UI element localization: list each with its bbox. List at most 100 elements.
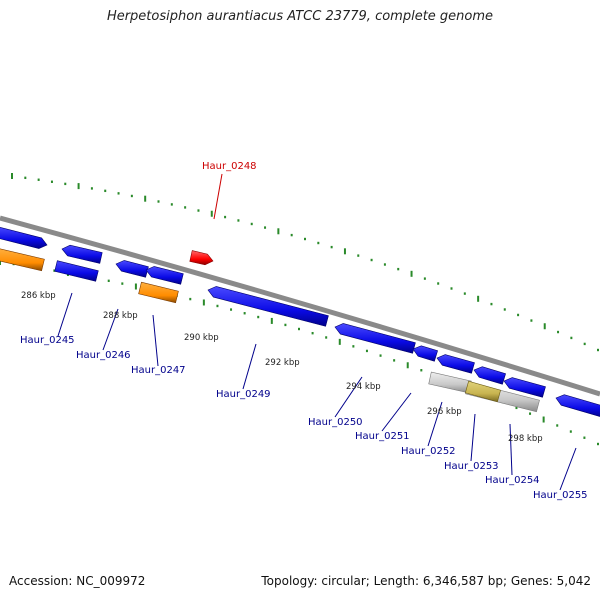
leader-line bbox=[381, 392, 412, 432]
outer-tick bbox=[583, 342, 586, 346]
outer-tick bbox=[264, 226, 267, 229]
inner-tick bbox=[583, 436, 586, 439]
rna-gene-bar[interactable] bbox=[0, 248, 45, 272]
gene-features bbox=[0, 227, 600, 418]
gene-arrow[interactable] bbox=[115, 260, 149, 278]
outer-tick bbox=[450, 287, 453, 290]
scale-label: 294 kbp bbox=[346, 382, 381, 392]
gene-label[interactable]: Haur_0249 bbox=[216, 389, 271, 400]
inner-tick bbox=[134, 283, 137, 290]
inner-tick bbox=[107, 279, 110, 283]
leader-line bbox=[334, 376, 363, 418]
outer-tick bbox=[437, 282, 440, 285]
scale-labels: 286 kbp 288 kbp 290 kbp 292 kbp 294 kbp 296 k… bbox=[21, 291, 543, 444]
outer-tick bbox=[383, 263, 386, 266]
label-leader-lines bbox=[57, 173, 577, 491]
pseudo-gene-bar[interactable] bbox=[428, 371, 472, 394]
gene-label[interactable]: Haur_0251 bbox=[355, 431, 410, 442]
outer-tick bbox=[530, 319, 533, 322]
accession-text: Accession: NC_009972 bbox=[9, 574, 146, 588]
outer-tick bbox=[343, 248, 346, 255]
gene-label[interactable]: Haur_0250 bbox=[308, 417, 363, 428]
gene-arrow[interactable] bbox=[473, 366, 506, 385]
leader-line bbox=[242, 343, 257, 390]
outer-tick bbox=[170, 203, 173, 206]
inner-tick bbox=[379, 354, 382, 357]
genome-backbone bbox=[0, 215, 600, 397]
inner-tick bbox=[420, 369, 423, 372]
scale-label: 296 kbp bbox=[427, 407, 462, 417]
gene-label[interactable]: Haur_0245 bbox=[20, 335, 75, 346]
outer-tick bbox=[317, 241, 320, 245]
gene-arrow[interactable] bbox=[207, 286, 329, 327]
outer-tick bbox=[64, 182, 67, 186]
outer-tick bbox=[357, 254, 360, 257]
inner-tick bbox=[189, 297, 192, 301]
inner-tick bbox=[542, 416, 545, 423]
outer-tick bbox=[277, 228, 280, 235]
leader-line bbox=[427, 401, 443, 447]
inner-tick bbox=[393, 359, 396, 362]
gene-label[interactable]: Haur_0255 bbox=[533, 490, 588, 501]
outer-tick bbox=[557, 330, 560, 334]
outer-tick bbox=[423, 277, 426, 280]
outer-tick bbox=[237, 219, 240, 222]
gene-label[interactable]: Haur_0252 bbox=[401, 446, 456, 457]
inner-tick bbox=[338, 338, 341, 345]
overlap-gene-bar[interactable] bbox=[465, 380, 501, 403]
gene-label[interactable]: Haur_0246 bbox=[76, 350, 131, 361]
inner-tick bbox=[529, 412, 532, 415]
inner-tick bbox=[202, 299, 205, 306]
inner-tick bbox=[365, 349, 368, 353]
outer-tick bbox=[210, 210, 213, 217]
gene-label[interactable]: Haur_0248 bbox=[202, 161, 257, 172]
gene-arrow[interactable] bbox=[412, 345, 438, 362]
leader-line bbox=[470, 413, 476, 462]
outer-tick bbox=[543, 323, 546, 330]
inner-tick bbox=[311, 331, 314, 335]
scale-label: 292 kbp bbox=[265, 358, 300, 368]
outer-tick bbox=[477, 295, 480, 302]
inner-tick bbox=[257, 315, 260, 319]
gene-label[interactable]: Haur_0247 bbox=[131, 365, 186, 376]
outer-tick bbox=[570, 336, 573, 340]
gene-arrow[interactable] bbox=[436, 354, 475, 374]
inner-tick bbox=[0, 259, 1, 265]
gene-arrow[interactable] bbox=[61, 244, 103, 264]
outer-tick bbox=[11, 173, 13, 179]
gene-label[interactable]: Haur_0253 bbox=[444, 461, 499, 472]
gene-arrow[interactable] bbox=[555, 394, 600, 418]
inner-tick bbox=[284, 323, 287, 327]
outer-tick bbox=[37, 178, 40, 181]
inner-tick bbox=[53, 269, 56, 272]
gene-arrow[interactable] bbox=[145, 266, 184, 285]
inner-tick bbox=[325, 336, 328, 339]
leader-line bbox=[559, 447, 577, 491]
outer-tick bbox=[490, 302, 493, 306]
gene-arrow[interactable] bbox=[503, 377, 546, 398]
leader-line bbox=[509, 423, 513, 476]
outer-tick bbox=[503, 308, 506, 311]
gene-arrow[interactable] bbox=[334, 323, 416, 354]
selected-gene-arrow[interactable] bbox=[189, 250, 214, 266]
outer-tick bbox=[117, 192, 120, 195]
leader-line bbox=[102, 308, 119, 351]
rna-gene-bar[interactable] bbox=[138, 281, 179, 304]
genome-title: Herpetosiphon aurantiacus ATCC 23779, co… bbox=[106, 9, 494, 24]
scale-label: 298 kbp bbox=[508, 434, 543, 444]
outer-tick bbox=[224, 215, 227, 219]
leader-line bbox=[57, 292, 73, 337]
scale-label: 286 kbp bbox=[21, 291, 56, 301]
outer-tick bbox=[330, 245, 333, 249]
inner-tick bbox=[230, 308, 233, 311]
inner-tick bbox=[556, 424, 559, 427]
outer-tick bbox=[250, 222, 253, 226]
outer-tick bbox=[304, 237, 306, 241]
outer-tick bbox=[90, 187, 93, 190]
gene-arrow[interactable] bbox=[54, 260, 99, 282]
gene-arrow[interactable] bbox=[0, 227, 48, 249]
gene-label[interactable]: Haur_0254 bbox=[485, 475, 540, 486]
outer-tick bbox=[24, 176, 27, 180]
